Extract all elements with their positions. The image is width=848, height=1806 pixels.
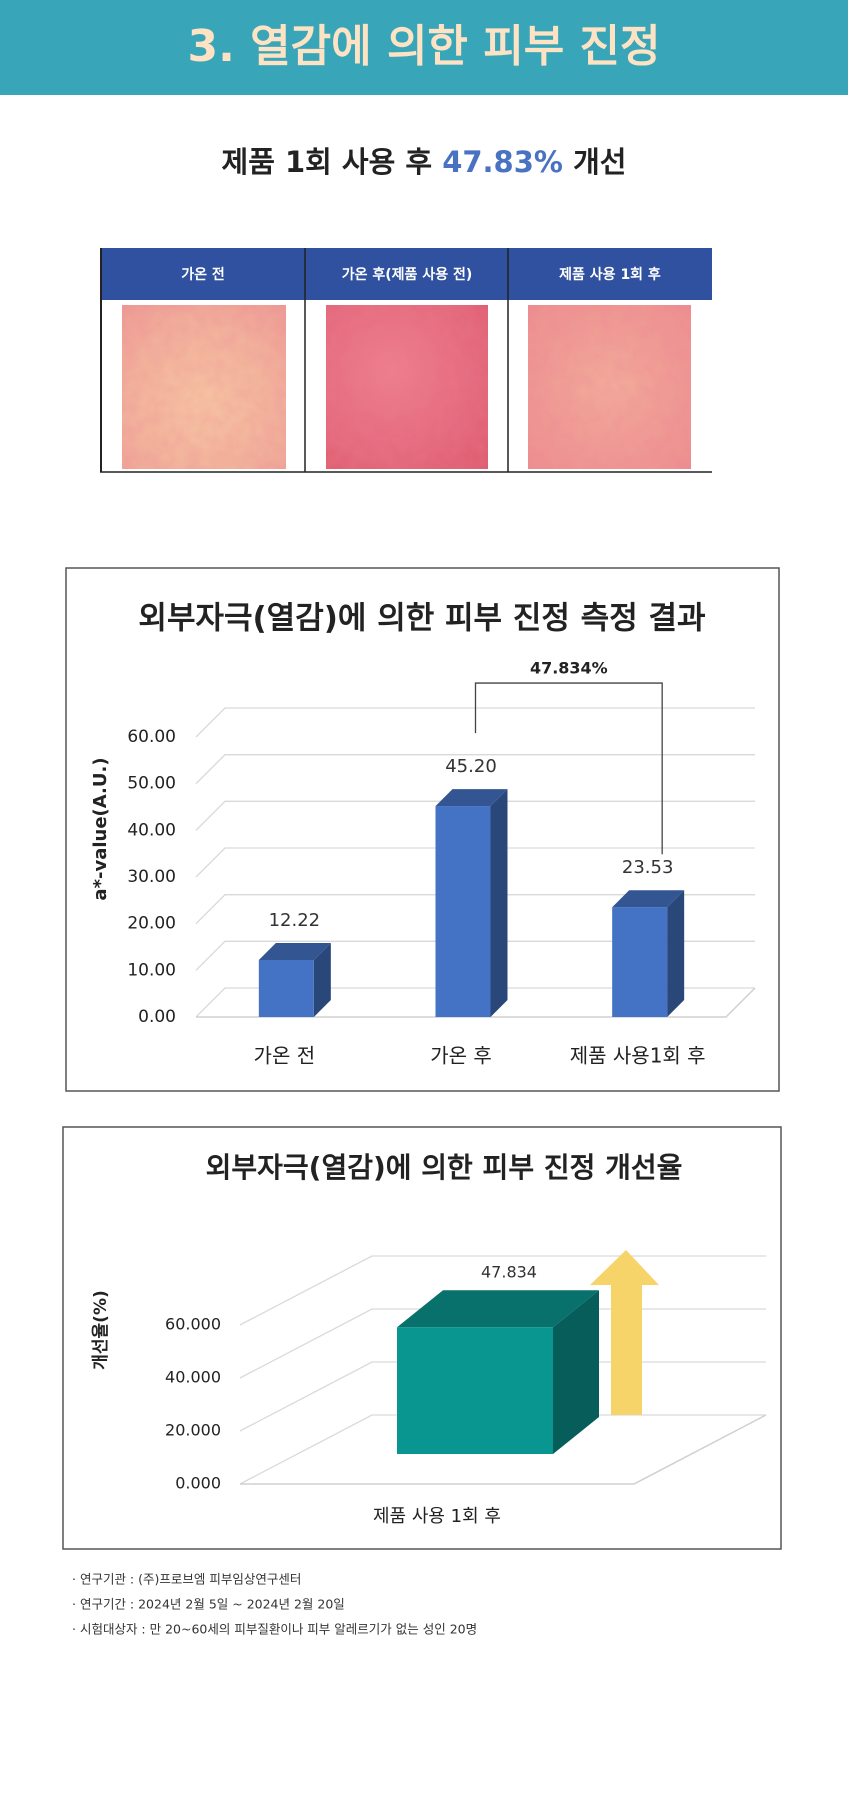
y-axis-label: a*-value(A.U.) bbox=[90, 757, 111, 900]
bar bbox=[435, 789, 508, 1017]
bar-side bbox=[490, 789, 508, 1017]
skin-photo bbox=[122, 305, 286, 469]
note: · 시험대상자 : 만 20~60세의 피부질환이나 피부 알레르기가 없는 성… bbox=[72, 1622, 477, 1637]
grid-line bbox=[195, 707, 755, 738]
y-tick-label: 30.00 bbox=[127, 867, 176, 887]
column-header: 가온 전 bbox=[181, 266, 225, 283]
y-tick-label: 10.00 bbox=[127, 960, 176, 980]
header-bar bbox=[0, 0, 848, 95]
bar-side bbox=[313, 942, 331, 1017]
skin-photo bbox=[326, 305, 488, 469]
note: · 연구기관 : (주)프로브엠 피부임상연구센터 bbox=[72, 1572, 301, 1587]
y-tick-label: 20.00 bbox=[127, 914, 176, 934]
floor-edge bbox=[240, 1414, 767, 1485]
bar-side bbox=[553, 1290, 599, 1454]
column-header: 가온 후(제품 사용 전) bbox=[342, 266, 472, 283]
y-tick-label: 0.00 bbox=[138, 1007, 176, 1027]
bar bbox=[612, 890, 685, 1017]
bar bbox=[258, 942, 331, 1017]
grid-line bbox=[195, 894, 755, 925]
y-tick-label: 0.000 bbox=[175, 1474, 221, 1493]
rise-arrow bbox=[590, 1250, 659, 1415]
x-tick-label: 제품 사용1회 후 bbox=[570, 1044, 706, 1068]
y-tick-label: 20.000 bbox=[165, 1421, 221, 1440]
bar-top bbox=[612, 890, 685, 908]
grid-line bbox=[195, 847, 755, 878]
value-label: 12.22 bbox=[269, 910, 321, 931]
bar-front bbox=[397, 1327, 553, 1454]
bar-top bbox=[435, 789, 508, 807]
annotation-bracket bbox=[474, 682, 663, 855]
summary-prefix: 제품 1회 사용 후 bbox=[222, 145, 433, 179]
photo-table: 가온 전 가온 후(제품 사용 전) 제품 사용 1회 후 bbox=[100, 248, 712, 473]
x-tick-label: 제품 사용 1회 후 bbox=[373, 1506, 501, 1527]
grid-line bbox=[195, 800, 755, 831]
summary-suffix: 개선 bbox=[573, 145, 626, 179]
y-tick-label: 60.000 bbox=[165, 1315, 221, 1334]
header-title: 3. 열감에 의한 피부 진정 bbox=[188, 21, 661, 72]
value-label: 45.20 bbox=[445, 756, 497, 777]
column-header: 제품 사용 1회 후 bbox=[559, 267, 661, 283]
y-axis-label: 개선율(%) bbox=[91, 1290, 111, 1370]
grid-line bbox=[195, 940, 755, 971]
bar-side bbox=[667, 890, 685, 1017]
chart-title: 외부자극(열감)에 의한 피부 진정 개선율 bbox=[206, 1151, 683, 1184]
bar-front bbox=[612, 907, 668, 1017]
x-tick-label: 가온 전 bbox=[254, 1044, 316, 1068]
chart-title: 외부자극(열감)에 의한 피부 진정 측정 결과 bbox=[138, 601, 706, 637]
bar bbox=[397, 1290, 599, 1454]
floor-edge bbox=[196, 987, 756, 1018]
table-header bbox=[100, 248, 712, 300]
value-label: 47.834 bbox=[481, 1263, 537, 1282]
summary: 제품 1회 사용 후 47.83% 개선 bbox=[222, 145, 627, 179]
value-label: 23.53 bbox=[622, 857, 674, 878]
bar-front bbox=[435, 806, 491, 1017]
grid-line bbox=[195, 754, 755, 785]
grid-line bbox=[239, 1255, 766, 1326]
summary-highlight: 47.83% bbox=[442, 145, 563, 179]
annotation: 47.834% bbox=[530, 659, 608, 678]
bar-front bbox=[258, 959, 314, 1017]
skin-photo bbox=[528, 305, 691, 469]
note: · 연구기간 : 2024년 2월 5일 ~ 2024년 2월 20일 bbox=[72, 1597, 345, 1612]
y-tick-label: 60.00 bbox=[127, 727, 176, 747]
grid-line bbox=[195, 987, 755, 1018]
bar-top bbox=[258, 942, 331, 960]
x-tick-label: 가온 후 bbox=[430, 1044, 492, 1068]
y-tick-label: 40.000 bbox=[165, 1368, 221, 1387]
y-tick-label: 40.00 bbox=[127, 820, 176, 840]
y-tick-label: 50.00 bbox=[127, 774, 176, 794]
bar-top bbox=[397, 1290, 599, 1328]
